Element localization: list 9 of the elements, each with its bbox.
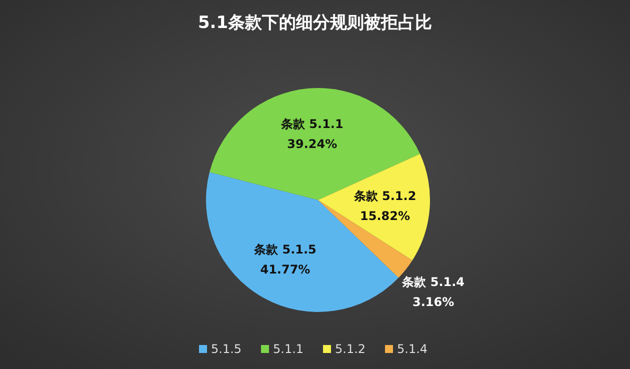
data-label: 条款 5.1.1 39.24% xyxy=(280,117,344,152)
data-label: 条款 5.1.4 3.16% xyxy=(401,275,465,310)
legend-label: 5.1.5 xyxy=(211,342,242,356)
data-label: 条款 5.1.2 15.82% xyxy=(352,188,416,223)
chart-title: 5.1条款下的细分规则被拒占比 xyxy=(198,13,432,33)
data-label: 条款 5.1.5 41.77% xyxy=(253,242,316,277)
legend-label: 5.1.2 xyxy=(335,342,366,356)
legend-label: 5.1.1 xyxy=(273,342,304,356)
legend-label: 5.1.4 xyxy=(397,342,428,356)
